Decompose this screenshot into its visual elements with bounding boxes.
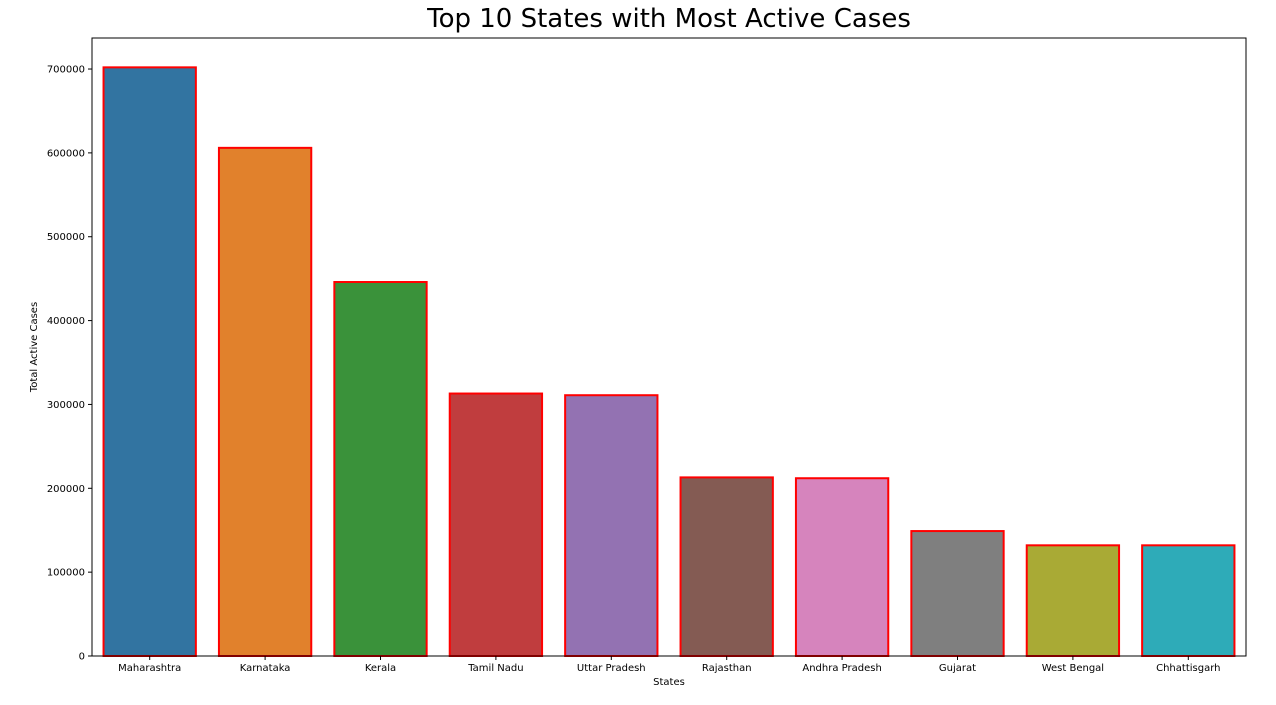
bar-west-bengal	[1025, 544, 1121, 657]
x-tick-label: Kerala	[365, 663, 396, 674]
y-tick-label: 300000	[47, 400, 85, 411]
y-axis-ticks: 0 100000 200000 300000 400000 500000 600000 700…	[47, 65, 92, 663]
y-tick-label: 200000	[47, 484, 85, 495]
x-tick-label: Gujarat	[939, 663, 976, 674]
bar-gujarat	[910, 530, 1005, 658]
y-tick-label: 400000	[47, 316, 85, 327]
chart-title: Top 10 States with Most Active Cases	[427, 4, 911, 34]
bars-layer	[102, 66, 1236, 658]
y-tick-label: 0	[79, 652, 85, 663]
x-tick-label: Maharashtra	[118, 663, 181, 674]
bar-rajasthan	[679, 476, 774, 657]
y-tick-label: 500000	[47, 232, 85, 243]
x-axis-ticks: Maharashtra Karnataka Kerala Tamil Nadu Utta…	[118, 656, 1220, 674]
x-tick-label: West Bengal	[1042, 663, 1104, 674]
bar-kerala	[333, 281, 428, 657]
x-tick-label: Chhattisgarh	[1156, 663, 1220, 674]
y-axis-label: Total Active Cases	[29, 302, 40, 393]
bar-chhattisgarh	[1141, 544, 1236, 657]
bar-tamil-nadu	[448, 392, 544, 657]
plot-frame	[91, 37, 1247, 657]
x-tick-label: Karnataka	[240, 663, 291, 674]
bar-karnataka	[217, 146, 313, 658]
y-tick-label: 600000	[47, 148, 85, 159]
y-tick-label: 100000	[47, 568, 85, 579]
x-tick-label: Andhra Pradesh	[802, 663, 881, 674]
bar-uttar-pradesh	[564, 394, 659, 657]
x-tick-label: Rajasthan	[702, 663, 752, 674]
y-tick-label: 700000	[47, 65, 85, 76]
x-axis-label: States	[653, 677, 685, 688]
x-tick-label: Uttar Pradesh	[577, 663, 646, 674]
bar-andhra-pradesh	[794, 477, 890, 657]
bar-maharashtra	[102, 66, 197, 658]
x-tick-label: Tamil Nadu	[467, 663, 523, 674]
